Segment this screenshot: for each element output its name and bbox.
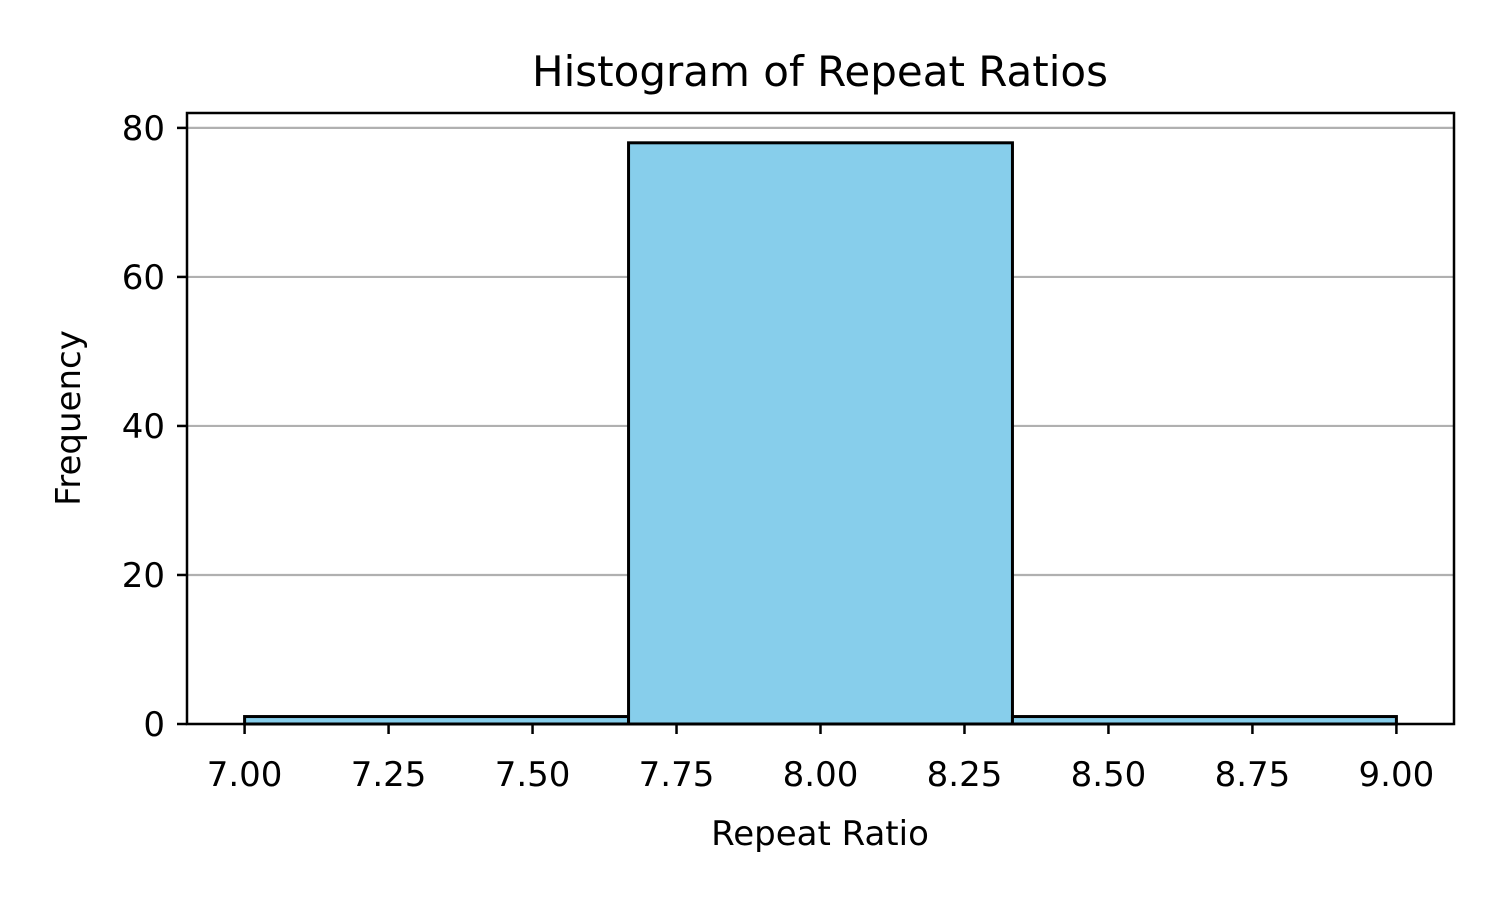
x-tick-label: 8.50 [1071,755,1147,795]
x-tick-label: 7.50 [495,755,571,795]
x-tick-label: 9.00 [1359,755,1435,795]
x-axis-ticks: 7.00 7.25 7.50 7.75 8.00 8.25 8.50 8.75 9.00 [207,724,1435,795]
y-tick-label: 80 [122,109,165,149]
histogram-bar [627,141,1014,726]
x-axis-label: Repeat Ratio [711,814,929,854]
chart-title: Histogram of Repeat Ratios [532,47,1108,96]
y-tick-label: 20 [122,556,165,596]
x-tick-label: 7.00 [207,755,283,795]
y-axis-label: Frequency [49,330,89,506]
y-tick-label: 60 [122,258,165,298]
x-tick-label: 8.00 [783,755,859,795]
x-tick-label: 7.75 [639,755,715,795]
x-tick-label: 8.25 [927,755,1003,795]
bars [243,141,1398,726]
y-axis-ticks: 0 20 40 60 80 [122,109,187,745]
x-tick-label: 7.25 [351,755,427,795]
x-tick-label: 8.75 [1215,755,1291,795]
y-tick-label: 0 [143,705,165,745]
y-tick-label: 40 [122,407,165,447]
